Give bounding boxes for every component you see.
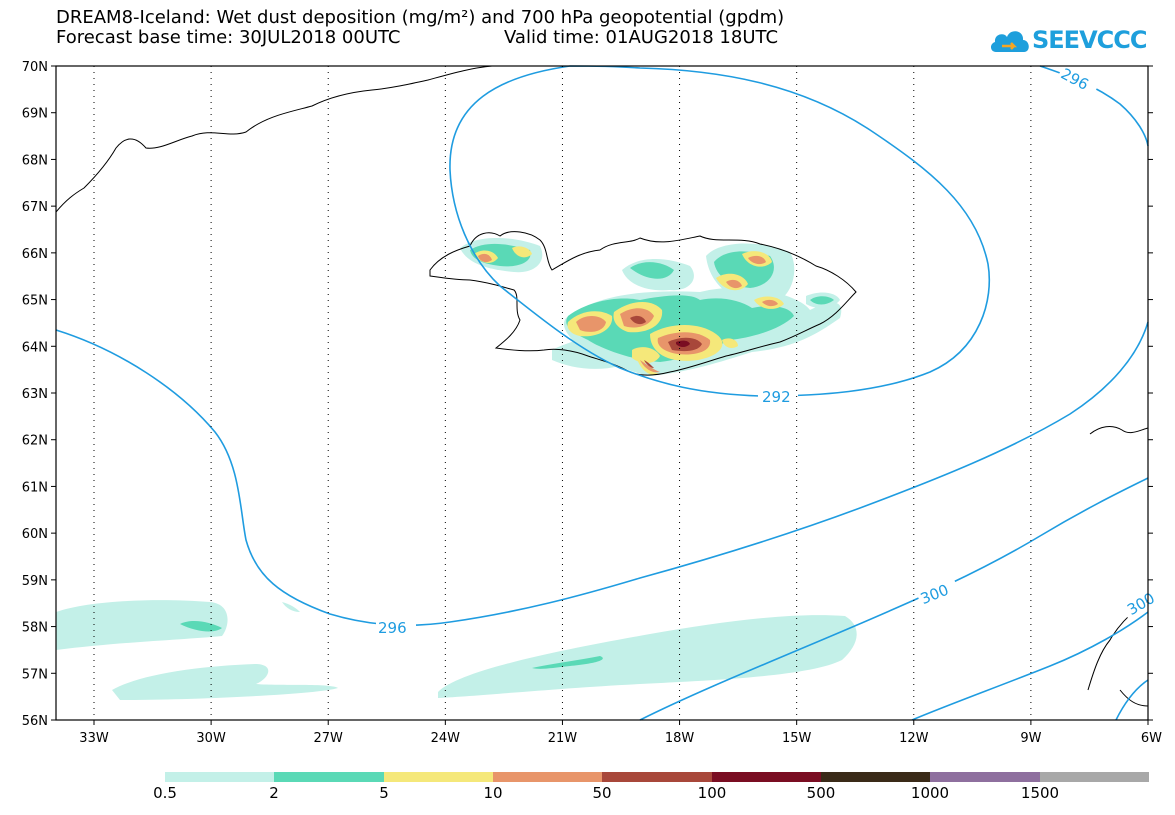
valid-time: Valid time: 01AUG2018 18UTC bbox=[504, 27, 779, 48]
colorbar-swatch bbox=[1039, 772, 1149, 782]
lon-tick-label: 30W bbox=[196, 731, 226, 746]
colorbar-swatch bbox=[492, 772, 603, 782]
logo-text: SEEVCCC bbox=[1032, 26, 1147, 54]
lat-tick-label: 57N bbox=[22, 667, 48, 682]
lat-tick-label: 70N bbox=[22, 60, 48, 75]
colorbar-label: 50 bbox=[592, 784, 612, 802]
colorbar-label: 2 bbox=[269, 784, 279, 802]
lat-tick-label: 58N bbox=[22, 621, 48, 636]
norway-coastline bbox=[1119, 689, 1149, 707]
gridlines bbox=[93, 66, 1032, 720]
contour-300-east bbox=[911, 611, 1149, 721]
plot-area: 292 296 296 300 300 bbox=[55, 63, 1158, 721]
colorbar-label: 500 bbox=[806, 784, 836, 802]
forecast-base-time: Forecast base time: 30JUL2018 00UTC bbox=[56, 27, 401, 48]
lon-tick-label: 21W bbox=[548, 731, 578, 746]
lat-tick-label: 69N bbox=[22, 107, 48, 122]
cloud-logo-icon bbox=[990, 31, 1029, 52]
colorbar-swatch bbox=[930, 772, 1040, 782]
colorbar bbox=[165, 772, 1149, 782]
lat-tick-label: 64N bbox=[22, 340, 48, 355]
lon-tick-label: 18W bbox=[665, 731, 695, 746]
colorbar-swatch bbox=[383, 772, 493, 782]
iceland-coastline bbox=[429, 231, 857, 376]
map-title: DREAM8-Iceland: Wet dust deposition (mg/… bbox=[56, 7, 785, 28]
colorbar-swatch bbox=[602, 772, 712, 782]
lon-tick-label: 12W bbox=[899, 731, 929, 746]
lon-tick-label: 15W bbox=[782, 731, 812, 746]
geopotential-contours bbox=[55, 65, 1149, 721]
lat-tick-label: 60N bbox=[22, 527, 48, 542]
colorbar-label: 10 bbox=[483, 784, 503, 802]
lon-tick-label: 33W bbox=[79, 731, 109, 746]
lat-tick-label: 62N bbox=[22, 434, 48, 449]
contour-296-south bbox=[55, 321, 1149, 627]
lon-tick-label: 6W bbox=[1141, 731, 1162, 746]
contour-label-296-south: 296 bbox=[378, 619, 407, 637]
greenland-coastline bbox=[55, 65, 493, 213]
colorbar-swatch bbox=[711, 772, 821, 782]
lat-tick-label: 66N bbox=[22, 247, 48, 262]
lon-tick-label: 9W bbox=[1020, 731, 1041, 746]
lat-tick-label: 67N bbox=[22, 200, 48, 215]
contour-300-corner bbox=[1115, 679, 1149, 721]
colorbar-label: 0.5 bbox=[153, 784, 177, 802]
latitude-labels: 70N 69N 68N 67N 66N 65N 64N 63N 62N 61N 60N 59N 58N 5… bbox=[22, 60, 48, 729]
lat-tick-label: 56N bbox=[22, 714, 48, 729]
colorbar-swatch bbox=[820, 772, 931, 782]
dust-deposition-field bbox=[56, 237, 857, 700]
longitude-labels: 33W 30W 27W 24W 21W 18W 15W 12W 9W 6W bbox=[79, 731, 1162, 746]
colorbar-label: 5 bbox=[379, 784, 389, 802]
lon-tick-label: 24W bbox=[431, 731, 461, 746]
lat-tick-label: 59N bbox=[22, 574, 48, 589]
colorbar-swatch bbox=[274, 772, 384, 782]
contour-label-292: 292 bbox=[762, 388, 791, 406]
contour-292 bbox=[449, 65, 991, 397]
lon-tick-label: 27W bbox=[314, 731, 344, 746]
colorbar-label: 1500 bbox=[1020, 784, 1060, 802]
axis-ticks bbox=[51, 65, 1153, 725]
lat-tick-label: 63N bbox=[22, 387, 48, 402]
lat-tick-label: 65N bbox=[22, 294, 48, 309]
lat-tick-label: 61N bbox=[22, 480, 48, 495]
seevccc-logo: SEEVCCC bbox=[988, 20, 1158, 60]
colorbar-label: 1000 bbox=[910, 784, 950, 802]
colorbar-label: 100 bbox=[697, 784, 727, 802]
faroe-coastline bbox=[1089, 426, 1149, 435]
colorbar-swatch bbox=[165, 772, 275, 782]
lat-tick-label: 68N bbox=[22, 153, 48, 168]
